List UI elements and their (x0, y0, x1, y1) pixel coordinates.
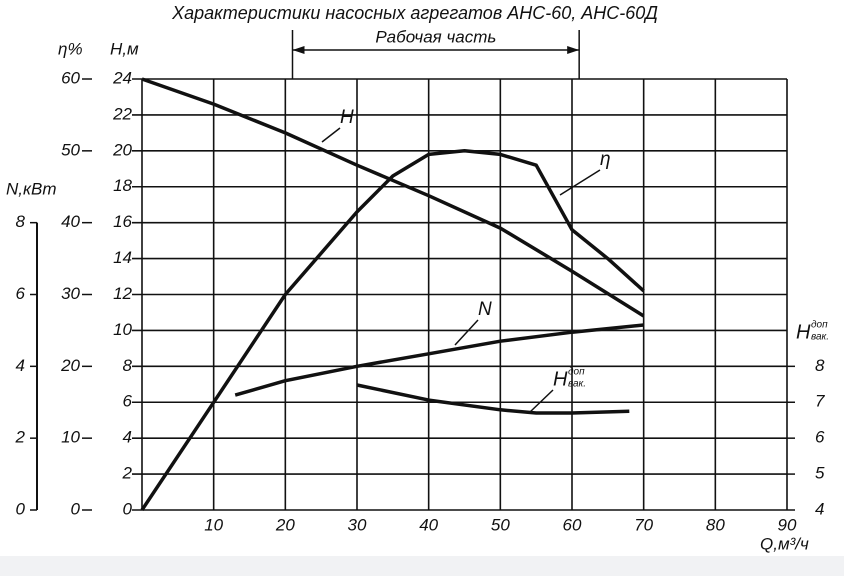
x-tick-label: 40 (419, 515, 438, 534)
y2-tick-label: 4 (815, 499, 824, 518)
series-label: H (340, 107, 354, 128)
n-tick-label: 8 (16, 212, 26, 231)
series-label-sup: доп (568, 367, 585, 378)
y2-tick-label: 6 (815, 428, 825, 447)
y2-tick-label: 7 (815, 392, 825, 411)
n-tick-label: 0 (16, 499, 26, 518)
y-tick-label: 20 (112, 140, 132, 159)
x-tick-label: 80 (706, 515, 725, 534)
y2-tick-label: 8 (815, 356, 825, 375)
eta-tick-label: 50 (61, 140, 80, 159)
eta-axis-label: η% (58, 39, 83, 58)
x-tick-label: 20 (275, 515, 295, 534)
y-tick-label: 16 (113, 212, 132, 231)
curve (141, 77, 645, 318)
x-tick-label: 60 (563, 515, 582, 534)
eta-tick-label: 60 (61, 68, 80, 87)
leader-line (529, 389, 554, 413)
y-tick-label: 2 (122, 464, 133, 483)
y2-axis-label-sub: вак. (811, 332, 829, 343)
series-label: N (478, 299, 492, 320)
leader-line (321, 127, 341, 143)
x-tick-label: 90 (778, 515, 797, 534)
y-axis-label: H,м (110, 39, 139, 58)
curve (140, 149, 645, 511)
y-tick-label: 0 (123, 499, 133, 518)
x-tick-label: 70 (634, 515, 653, 534)
leader-line (559, 169, 601, 196)
footer-band (0, 556, 844, 576)
n-tick-label: 2 (15, 428, 26, 447)
series-label-sub: вак. (568, 379, 586, 390)
x-tick-label: 10 (204, 515, 223, 534)
series-label: η (600, 149, 611, 170)
eta-tick-label: 0 (71, 499, 81, 518)
leader-line (454, 319, 479, 346)
y-tick-label: 12 (113, 284, 132, 303)
chart-title: Характеристики насосных агрегатов АНС-60… (171, 3, 658, 23)
n-axis-label: N,кВт (6, 179, 57, 198)
y-tick-label: 18 (113, 176, 132, 195)
y-tick-label: 22 (112, 104, 132, 123)
eta-tick-label: 20 (60, 356, 80, 375)
y-tick-label: 4 (123, 428, 132, 447)
n-tick-label: 6 (16, 284, 26, 303)
y2-tick-label: 5 (815, 464, 825, 483)
y2-axis-label-sup: доп (811, 320, 828, 331)
curve (356, 383, 630, 415)
eta-tick-label: 30 (61, 284, 80, 303)
x-tick-label: 50 (491, 515, 510, 534)
y-tick-label: 8 (123, 356, 133, 375)
y-tick-label: 24 (112, 68, 132, 87)
y-tick-label: 6 (123, 392, 133, 411)
series-label-main: H (553, 368, 568, 390)
curve (234, 323, 644, 397)
y-tick-label: 14 (113, 248, 132, 267)
x-tick-label: 30 (348, 515, 367, 534)
annotation: Рабочая часть (375, 27, 496, 46)
x-axis-label: Q,м³/ч (760, 534, 809, 553)
y-tick-label: 10 (113, 320, 132, 339)
y2-axis-label-main: H (796, 321, 811, 343)
eta-tick-label: 40 (61, 212, 80, 231)
eta-tick-label: 10 (61, 428, 80, 447)
n-tick-label: 4 (16, 356, 25, 375)
